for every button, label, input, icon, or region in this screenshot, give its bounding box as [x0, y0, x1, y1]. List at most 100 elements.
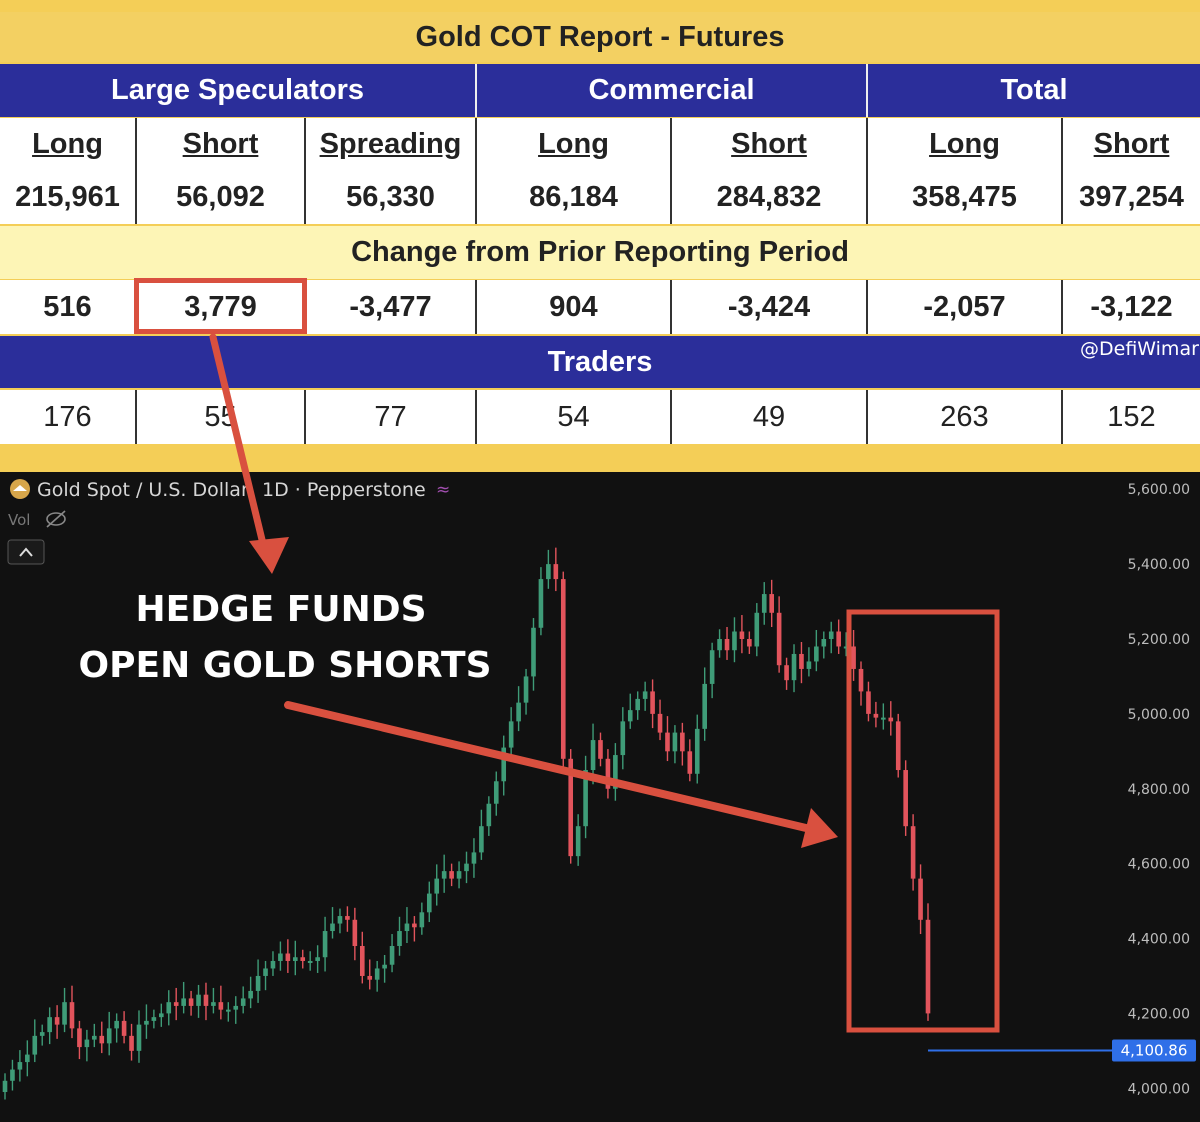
- candle: [367, 959, 373, 990]
- header-cell: Long: [477, 118, 672, 171]
- candle: [724, 627, 730, 660]
- y-tick-label: 4,200.00: [1128, 1006, 1190, 1022]
- candle: [799, 641, 804, 684]
- candle: [404, 907, 410, 944]
- candle: [501, 735, 507, 796]
- candle: [516, 686, 521, 732]
- change-highlight-box: [134, 278, 307, 334]
- candle: [121, 1011, 127, 1044]
- candle: [106, 1011, 112, 1056]
- candle: [337, 908, 343, 934]
- candle: [151, 1009, 157, 1029]
- candle: [709, 642, 715, 699]
- candle: [278, 941, 283, 971]
- candle: [858, 661, 864, 706]
- candle: [62, 987, 67, 1033]
- candle: [568, 749, 574, 864]
- candle: [196, 984, 201, 1018]
- candle: [352, 907, 358, 961]
- candle: [546, 549, 551, 589]
- candle: [650, 679, 655, 729]
- position-value: 358,475: [868, 171, 1063, 224]
- candle: [374, 960, 380, 992]
- candle: [732, 617, 737, 663]
- candle: [54, 1005, 60, 1039]
- changes-row: 516 3,779 -3,477 904 -3,424 -2,057 -3,12…: [0, 280, 1200, 334]
- candle: [255, 959, 261, 1003]
- y-tick-label: 4,600.00: [1128, 857, 1190, 873]
- candle: [665, 716, 670, 762]
- candle: [69, 985, 75, 1039]
- candle: [694, 714, 700, 784]
- interval-label: 1D · Pepperstone: [262, 479, 426, 501]
- candle: [479, 809, 484, 860]
- y-tick-label: 4,400.00: [1128, 932, 1190, 948]
- candle: [248, 976, 253, 1009]
- candle: [10, 1059, 15, 1091]
- y-tick-label: 4,000.00: [1128, 1081, 1190, 1097]
- symbol-label: Gold Spot / U.S. Dollar: [37, 479, 249, 501]
- candle: [486, 796, 492, 836]
- position-value: 215,961: [0, 171, 137, 224]
- candle: [159, 1003, 164, 1027]
- table-title: Gold COT Report - Futures: [0, 12, 1200, 62]
- candle: [441, 854, 447, 893]
- candle: [136, 1010, 142, 1063]
- candle: [330, 907, 335, 939]
- candle: [784, 657, 789, 690]
- candle: [464, 851, 469, 884]
- candle: [449, 863, 454, 887]
- header-cell: Long: [868, 118, 1063, 171]
- candle: [605, 749, 611, 799]
- change-value: 3,779: [137, 280, 306, 334]
- candle: [903, 760, 908, 836]
- price-tag-text: 4,100.86: [1121, 1042, 1188, 1060]
- change-value: -3,477: [306, 280, 477, 334]
- traders-value: 77: [306, 390, 477, 444]
- candle: [456, 861, 462, 889]
- candle: [144, 1004, 149, 1039]
- candle: [769, 579, 774, 628]
- candle: [672, 725, 678, 764]
- candle: [166, 990, 172, 1026]
- candle: [851, 630, 856, 681]
- candle: [188, 990, 194, 1016]
- group-commercial: Commercial: [477, 64, 868, 117]
- y-tick-label: 5,400.00: [1128, 557, 1190, 573]
- candle: [657, 699, 663, 741]
- candle: [761, 582, 767, 625]
- sync-icon[interactable]: ≈: [436, 480, 450, 500]
- collapse-button[interactable]: [7, 539, 45, 565]
- candle: [397, 916, 402, 956]
- position-value: 56,092: [137, 171, 306, 224]
- candle: [821, 631, 827, 659]
- position-value: 284,832: [672, 171, 868, 224]
- hide-eye-icon[interactable]: [46, 510, 66, 528]
- change-value: -3,122: [1090, 290, 1173, 323]
- chevron-up-icon: [19, 547, 33, 557]
- candle: [523, 668, 529, 715]
- candle: [702, 667, 708, 741]
- y-tick-label: 5,000.00: [1128, 707, 1190, 723]
- candle: [836, 619, 841, 654]
- candle: [77, 1020, 82, 1060]
- candle: [776, 596, 782, 673]
- candle: [680, 722, 685, 766]
- candle: [32, 1019, 38, 1063]
- candle: [263, 960, 268, 991]
- annotation-line-2: OPEN GOLD SHORTS: [79, 645, 492, 686]
- traders-value: 152: [1107, 400, 1156, 433]
- candle: [389, 934, 395, 973]
- candle: [598, 732, 603, 767]
- candle: [434, 864, 440, 906]
- candle: [531, 618, 536, 691]
- candle: [791, 644, 797, 693]
- header-cell: Short: [672, 118, 868, 171]
- candle: [866, 681, 871, 722]
- candles: [2, 547, 931, 1100]
- y-tick-label: 5,600.00: [1128, 482, 1190, 498]
- arrow-to-box: [284, 701, 838, 848]
- group-large-speculators: Large Speculators: [0, 64, 477, 117]
- candle: [203, 982, 209, 1021]
- header-cell: Long: [0, 118, 137, 171]
